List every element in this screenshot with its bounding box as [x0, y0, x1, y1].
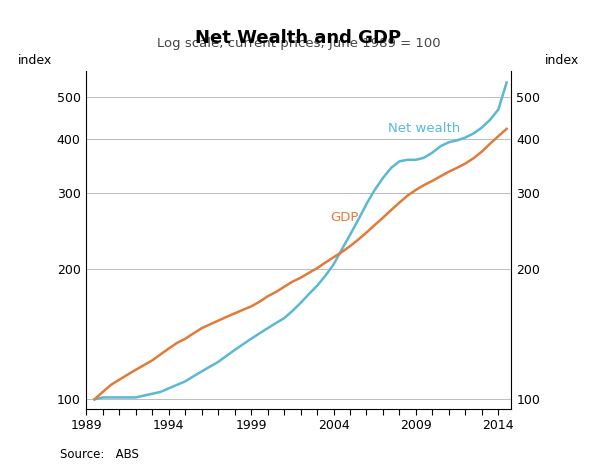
Text: GDP: GDP	[330, 211, 359, 224]
Text: index: index	[18, 55, 53, 68]
Text: Log scale, current prices, June 1989 = 100: Log scale, current prices, June 1989 = 1…	[156, 37, 441, 50]
Text: index: index	[544, 55, 579, 68]
Text: Net wealth: Net wealth	[388, 122, 460, 135]
Title: Net Wealth and GDP: Net Wealth and GDP	[195, 29, 402, 47]
Text: Source:   ABS: Source: ABS	[60, 448, 139, 461]
